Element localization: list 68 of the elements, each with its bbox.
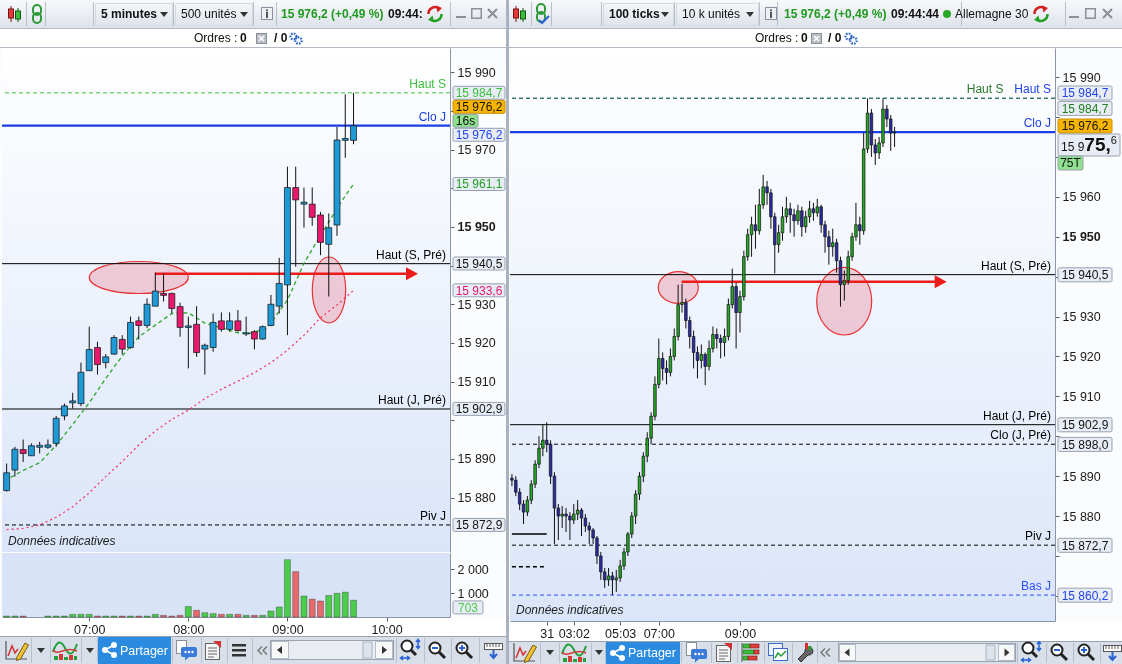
ref-line-label: Haut S bbox=[966, 82, 1004, 97]
text: 15 976,2 bbox=[1061, 119, 1109, 134]
ref-line-label: Clo J bbox=[1023, 116, 1051, 131]
x-tick-label: 08:00 bbox=[173, 622, 205, 637]
text: 500 unités bbox=[181, 7, 237, 21]
text: 5 minutes bbox=[101, 7, 158, 21]
y-tick-label: 15 970 bbox=[457, 143, 496, 158]
y-tick-label: 15 880 bbox=[1062, 509, 1101, 524]
ref-line-label: Haut (J, Pré) bbox=[982, 408, 1051, 423]
ref-line-label: Haut (J, Pré) bbox=[377, 392, 446, 407]
text: Ordres : bbox=[194, 31, 238, 45]
x-tick-label: 09:00 bbox=[724, 626, 757, 641]
annotation: Données indicatives bbox=[8, 534, 116, 548]
text: 15 984,7 bbox=[1061, 101, 1109, 116]
x-tick-label: 03:02 bbox=[558, 626, 590, 641]
annotation: Données indicatives bbox=[516, 603, 624, 617]
text: 703 bbox=[457, 600, 479, 615]
y-tick-label: 1 000 bbox=[457, 586, 489, 601]
text: 100 ticks bbox=[609, 7, 661, 21]
x-tick-label: 07:00 bbox=[74, 622, 106, 637]
text: 15 902,9 bbox=[1061, 418, 1109, 433]
y-tick-label: 15 930 bbox=[1062, 310, 1101, 325]
y-tick-label: 15 910 bbox=[1062, 389, 1101, 404]
text: 15 976,2 (+0,49 %) bbox=[784, 7, 887, 21]
text: 15 898,0 bbox=[1061, 437, 1109, 452]
ref-line-label: Piv J bbox=[419, 508, 446, 523]
y-tick-label: 15 950 bbox=[457, 220, 496, 235]
x-tick-label: 09:00 bbox=[272, 622, 304, 637]
text: 15 984,7 bbox=[1061, 86, 1109, 101]
y-tick-label: 15 890 bbox=[1062, 469, 1101, 484]
text: 09:44: bbox=[388, 7, 423, 21]
text: 15 940,5 bbox=[1061, 268, 1109, 283]
y-tick-label: 15 990 bbox=[457, 65, 496, 80]
x-tick-label: 10:00 bbox=[371, 622, 403, 637]
text: 10 k unités bbox=[682, 7, 741, 21]
y-tick-label: 15 950 bbox=[1062, 230, 1101, 245]
text: 0 bbox=[240, 31, 247, 45]
ref-line-label: Haut (S, Pré) bbox=[980, 258, 1051, 273]
ref-line-label: Bas J bbox=[1020, 579, 1051, 594]
text: / 0 bbox=[274, 31, 288, 45]
y-tick-label: 15 920 bbox=[457, 336, 496, 351]
ref-line-label: Haut S bbox=[1014, 82, 1051, 97]
y-tick-label: 15 910 bbox=[457, 375, 496, 390]
text: 15 976,2 (+0,49 %) bbox=[281, 7, 384, 21]
text: 0 bbox=[801, 31, 808, 45]
y-tick-label: 15 990 bbox=[1062, 70, 1101, 85]
x-tick-label: 07:00 bbox=[643, 626, 675, 641]
ref-line-label: Piv J bbox=[1024, 529, 1051, 544]
text: Partager bbox=[628, 646, 676, 660]
ref-line-label: Haut S bbox=[409, 76, 446, 91]
ref-line-label: Clo (J, Pré) bbox=[990, 428, 1051, 443]
text: Partager bbox=[120, 644, 168, 658]
y-tick-label: 15 960 bbox=[1062, 190, 1101, 205]
ref-line-label: Clo J bbox=[418, 109, 446, 124]
y-tick-label: 15 920 bbox=[1062, 349, 1101, 364]
text: 15 872,7 bbox=[1061, 538, 1109, 553]
y-tick-label: 15 890 bbox=[457, 452, 496, 467]
text: 09:44:44 bbox=[891, 7, 940, 21]
text: / 0 bbox=[828, 31, 842, 45]
y-tick-label: 15 880 bbox=[457, 491, 496, 505]
y-tick-label: 15 930 bbox=[457, 297, 496, 312]
x-tick-label: 05:03 bbox=[605, 626, 637, 641]
ref-line-label: Haut (S, Pré) bbox=[375, 247, 446, 262]
y-tick-label: 2 000 bbox=[457, 562, 489, 577]
text: Ordres : bbox=[755, 31, 799, 45]
x-tick-label: 31 bbox=[540, 626, 555, 641]
text: 15 860,2 bbox=[1061, 588, 1109, 603]
text: Allemagne 30 bbox=[955, 7, 1029, 21]
